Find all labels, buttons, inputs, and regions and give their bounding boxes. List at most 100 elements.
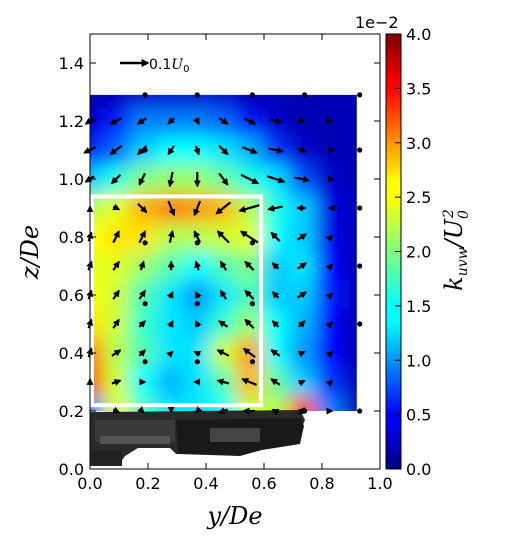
velocity-vector xyxy=(298,320,306,328)
y-tick-label: 1.2 xyxy=(59,112,84,131)
velocity-vector xyxy=(268,146,284,154)
velocity-vector xyxy=(166,350,174,359)
velocity-vector xyxy=(244,289,255,300)
measurement-point xyxy=(194,301,200,307)
velocity-vector xyxy=(109,144,123,156)
y-axis-label: z/De xyxy=(16,225,44,280)
field-cell xyxy=(156,367,185,397)
velocity-vector xyxy=(112,289,120,300)
velocity-vector xyxy=(297,350,306,358)
velocity-vector xyxy=(243,117,257,125)
field-cell xyxy=(236,94,263,108)
x-tick-label: 0.8 xyxy=(309,474,334,493)
velocity-vector xyxy=(244,318,255,329)
velocity-vector xyxy=(193,117,200,126)
measurement-point xyxy=(357,92,363,98)
y-tick-label: 1.4 xyxy=(59,54,84,73)
velocity-vector xyxy=(296,291,308,299)
colorbar-tick-label: 0.0 xyxy=(406,460,431,479)
measurement-point xyxy=(142,92,148,98)
velocity-vector xyxy=(194,260,202,271)
velocity-vector xyxy=(167,171,175,188)
colorbar: 0.0 0.5 1.0 1.5 2.0 2.5 3.0 3.5 4.0 1e−2 kuvw/U0… xyxy=(355,13,472,479)
velocity-vector xyxy=(193,145,201,156)
velocity-vector xyxy=(194,405,203,414)
field-cell xyxy=(103,94,130,108)
velocity-vector xyxy=(218,320,229,328)
velocity-vector xyxy=(271,408,280,416)
velocity-vector xyxy=(297,146,308,153)
highlight-box xyxy=(90,194,264,408)
velocity-vector xyxy=(297,379,306,387)
vehicle-silhouette xyxy=(90,410,305,466)
measurement-point xyxy=(194,92,200,98)
velocity-vector xyxy=(216,349,230,357)
measurement-point xyxy=(194,359,200,365)
field-cell xyxy=(288,396,317,412)
velocity-vector xyxy=(241,378,257,386)
y-tick-label: 0.4 xyxy=(59,344,84,363)
field-cell xyxy=(343,222,357,252)
velocity-vector xyxy=(194,319,202,328)
measurement-point xyxy=(249,92,255,98)
measurement-point xyxy=(249,359,255,365)
colorbar-tick-label: 1.5 xyxy=(406,297,431,316)
colorbar-tick-label: 3.5 xyxy=(406,79,431,98)
velocity-vector xyxy=(136,117,148,125)
velocity-vector xyxy=(137,145,148,156)
velocity-vector xyxy=(219,260,228,271)
x-axis: 0.0 0.2 0.4 0.6 0.8 1.0 xyxy=(77,34,393,493)
velocity-vector xyxy=(270,378,281,386)
velocity-vector xyxy=(111,349,122,357)
velocity-vector xyxy=(110,174,122,185)
velocity-vector xyxy=(194,290,202,299)
velocity-vector xyxy=(325,379,334,388)
measurement-point xyxy=(357,147,363,153)
velocity-vector xyxy=(216,230,230,244)
velocity-vector xyxy=(270,231,281,242)
x-tick-label: 0.2 xyxy=(135,474,160,493)
field-cell xyxy=(90,309,104,339)
colorbar-tick-label: 2.0 xyxy=(406,243,431,262)
field-cell xyxy=(343,367,357,397)
colorbar-multiplier: 1e−2 xyxy=(355,13,399,32)
velocity-vector xyxy=(167,200,176,217)
reference-label: 0.1U0 xyxy=(149,57,189,75)
measurement-point xyxy=(249,301,255,307)
velocity-vector xyxy=(137,405,145,414)
measurement-point xyxy=(142,359,148,365)
velocity-vector xyxy=(294,175,311,183)
field-cell xyxy=(90,107,104,136)
velocity-vector xyxy=(138,260,146,271)
y-tick-label: 0.0 xyxy=(59,460,84,479)
plot-frame xyxy=(89,33,381,470)
velocity-vector xyxy=(111,379,122,386)
velocity-vector xyxy=(138,230,146,244)
velocity-vector xyxy=(138,172,146,186)
x-tick-label: 0.0 xyxy=(77,474,102,493)
measurement-point xyxy=(142,240,148,246)
velocity-vector xyxy=(242,347,256,359)
measurement-point xyxy=(357,263,363,269)
velocity-vector xyxy=(167,145,175,156)
measurement-point xyxy=(249,240,255,246)
velocity-vector xyxy=(270,349,281,357)
velocity-vector xyxy=(296,262,308,270)
field-cell xyxy=(184,94,211,108)
field-cell xyxy=(90,251,104,281)
field-cell xyxy=(343,94,357,108)
velocity-vector xyxy=(166,319,174,328)
velocity-vector xyxy=(325,234,334,243)
kuvw-field xyxy=(90,94,357,412)
velocity-vector xyxy=(325,292,334,301)
velocity-vector xyxy=(137,203,148,214)
velocity-vector xyxy=(325,321,334,330)
velocity-vector xyxy=(193,350,202,358)
velocity-vector xyxy=(239,230,259,244)
measurement-point xyxy=(142,301,148,307)
velocity-vector xyxy=(240,173,260,185)
y-tick-label: 1.0 xyxy=(59,170,84,189)
velocity-vector xyxy=(297,116,306,124)
velocity-vector xyxy=(325,350,334,359)
